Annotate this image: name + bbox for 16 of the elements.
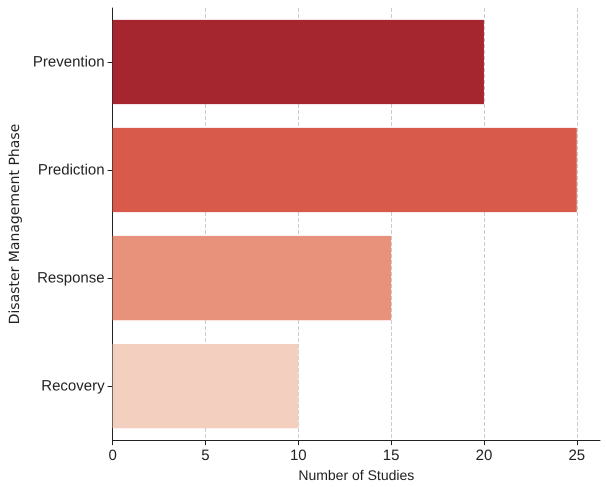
bar [112, 128, 577, 212]
bar [112, 20, 484, 104]
bar [112, 344, 298, 428]
y-tick-label: Response [37, 270, 105, 287]
bar [112, 236, 392, 320]
x-tick-label: 5 [201, 447, 210, 464]
x-axis-title: Number of Studies [298, 467, 414, 483]
y-tick-label: Prediction [38, 162, 105, 179]
y-tick-label: Prevention [32, 54, 105, 71]
x-tick-label: 15 [382, 447, 400, 464]
y-axis-title: Disaster Management Phase [7, 124, 23, 324]
y-tick-label: Recovery [41, 378, 106, 395]
x-tick-label: 0 [108, 447, 117, 464]
x-tick-label: 25 [568, 447, 586, 464]
x-tick-label: 10 [290, 447, 307, 464]
x-tick-label: 20 [476, 447, 492, 464]
